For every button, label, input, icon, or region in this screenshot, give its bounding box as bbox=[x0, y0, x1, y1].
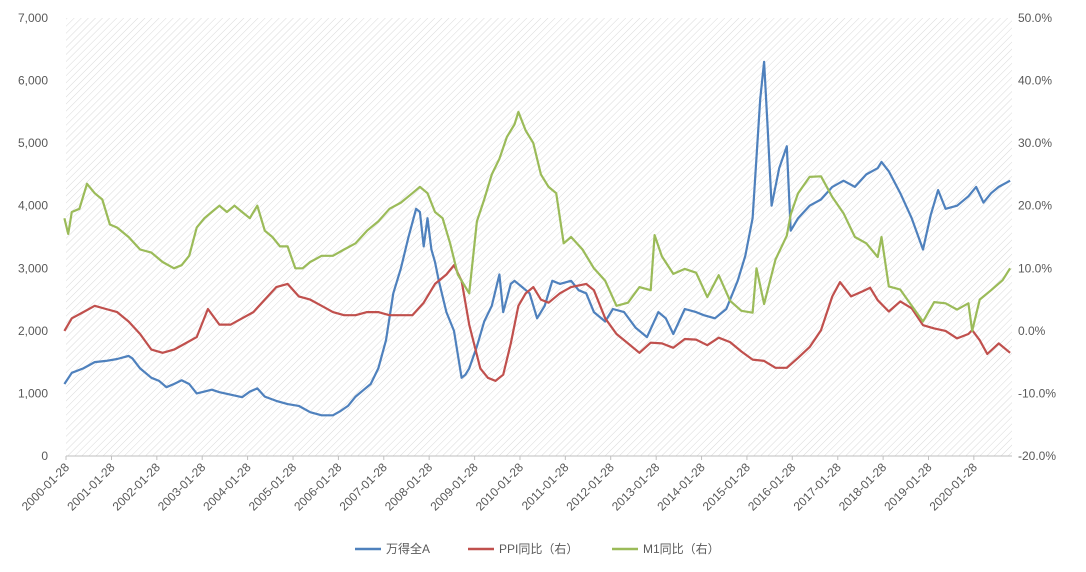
x-axis-tick-label: 2020-01-28 bbox=[927, 460, 981, 514]
right-axis-tick-label: 10.0% bbox=[1018, 261, 1052, 275]
series-line-3 bbox=[63, 110, 1012, 332]
x-axis-tick-label: 2004-01-28 bbox=[200, 460, 254, 514]
x-axis-tick-label: 2014-01-28 bbox=[654, 460, 708, 514]
left-axis-tick-label: 4,000 bbox=[18, 199, 48, 213]
x-axis-tick-label: 2000-01-28 bbox=[19, 460, 73, 514]
left-axis-tick-label: 7,000 bbox=[18, 11, 48, 25]
x-axis-tick-label: 2012-01-28 bbox=[564, 460, 618, 514]
legend: 万得全A PPI同比（右） M1同比（右） bbox=[355, 541, 720, 556]
left-axis-tick-label: 5,000 bbox=[18, 136, 48, 150]
x-axis-tick-label: 2019-01-28 bbox=[881, 460, 935, 514]
x-axis-tick-label: 2009-01-28 bbox=[427, 460, 481, 514]
right-axis-tick-label: 40.0% bbox=[1018, 74, 1052, 88]
x-axis-tick-label: 2016-01-28 bbox=[745, 460, 799, 514]
x-axis-ticks: 2000-01-282001-01-282002-01-282003-01-28… bbox=[19, 456, 980, 514]
left-axis-tick-label: 6,000 bbox=[18, 74, 48, 88]
x-axis-tick-label: 2005-01-28 bbox=[246, 460, 300, 514]
right-axis-tick-label: 20.0% bbox=[1018, 199, 1052, 213]
series-line-1 bbox=[63, 60, 1011, 417]
legend-label: 万得全A bbox=[386, 541, 430, 556]
right-axis-tick-label: 30.0% bbox=[1018, 136, 1052, 150]
x-axis-tick-label: 2003-01-28 bbox=[155, 460, 209, 514]
left-axis-tick-label: 1,000 bbox=[18, 386, 48, 400]
x-axis-tick-label: 2010-01-28 bbox=[473, 460, 527, 514]
left-axis-tick-label: 0 bbox=[41, 449, 48, 463]
series-line-2 bbox=[63, 264, 1011, 382]
x-axis-tick-label: 2015-01-28 bbox=[700, 460, 754, 514]
x-axis-tick-label: 2002-01-28 bbox=[110, 460, 164, 514]
x-axis-tick-label: 2006-01-28 bbox=[291, 460, 345, 514]
legend-label: PPI同比（右） bbox=[499, 541, 578, 556]
left-axis-tick-label: 2,000 bbox=[18, 324, 48, 338]
right-axis-tick-label: 0.0% bbox=[1018, 324, 1046, 338]
x-axis-tick-label: 2007-01-28 bbox=[337, 460, 391, 514]
x-axis-tick-label: 2017-01-28 bbox=[791, 460, 845, 514]
left-axis-tick-label: 3,000 bbox=[18, 261, 48, 275]
left-axis-ticks: 0 1,000 2,000 3,000 4,000 5,000 6,000 7,000 bbox=[18, 11, 48, 463]
x-axis-tick-label: 2001-01-28 bbox=[64, 460, 118, 514]
x-axis-tick-label: 2013-01-28 bbox=[609, 460, 663, 514]
right-axis-tick-label: 50.0% bbox=[1018, 11, 1052, 25]
x-axis-tick-label: 2018-01-28 bbox=[836, 460, 890, 514]
x-axis-tick-label: 2008-01-28 bbox=[382, 460, 436, 514]
legend-label: M1同比（右） bbox=[643, 541, 720, 556]
right-axis-ticks: -20.0% -10.0% 0.0% 10.0% 20.0% 30.0% 40.0% 50.0… bbox=[1018, 11, 1056, 463]
right-axis-tick-label: -10.0% bbox=[1018, 386, 1056, 400]
series-lines bbox=[63, 60, 1012, 417]
right-axis-tick-label: -20.0% bbox=[1018, 449, 1056, 463]
